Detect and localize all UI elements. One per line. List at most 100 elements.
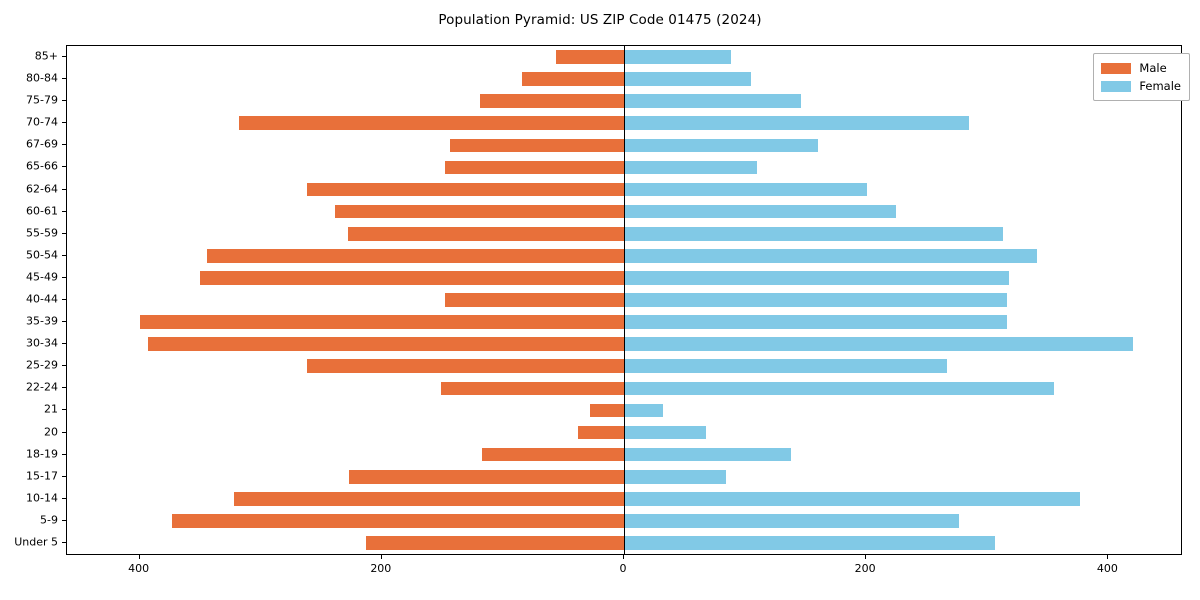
y-tick-mark (62, 343, 66, 345)
y-tick-label: Under 5 (14, 535, 58, 549)
bar-female-25-29[interactable] (624, 359, 948, 374)
bar-female-under-5[interactable] (624, 536, 995, 550)
y-tick-label: 15-17 (26, 469, 58, 483)
y-tick-mark (62, 122, 66, 124)
bar-female-75-79[interactable] (624, 94, 801, 109)
bar-female-70-74[interactable] (624, 116, 970, 131)
x-tick-label: 200 (854, 562, 876, 575)
bar-female-65-66[interactable] (624, 160, 758, 175)
y-tick-mark (62, 431, 66, 433)
bar-female-85+[interactable] (624, 50, 731, 64)
bar-row (67, 359, 1181, 374)
bar-female-62-64[interactable] (624, 182, 868, 197)
bar-row (67, 50, 1181, 64)
y-tick-mark (62, 232, 66, 234)
bar-female-22-24[interactable] (624, 381, 1054, 396)
bar-male-10-14[interactable] (234, 491, 624, 506)
bar-row (67, 160, 1181, 175)
x-tick-label: 400 (1096, 562, 1118, 575)
bar-row (67, 491, 1181, 506)
y-tick-mark (62, 409, 66, 411)
bar-male-60-61[interactable] (334, 204, 624, 219)
bar-male-21[interactable] (590, 403, 624, 418)
bar-female-55-59[interactable] (624, 226, 1003, 241)
bar-male-22-24[interactable] (441, 381, 624, 396)
bar-row (67, 94, 1181, 109)
y-tick-label: 40-44 (26, 292, 58, 306)
x-tick-label: 0 (619, 562, 627, 575)
bar-male-35-39[interactable] (139, 315, 624, 329)
bar-male-25-29[interactable] (306, 359, 624, 374)
y-tick-mark (62, 475, 66, 477)
y-tick-mark (62, 210, 66, 212)
bar-row (67, 536, 1181, 550)
y-tick-label: 21 (44, 402, 58, 416)
y-tick-mark (62, 497, 66, 499)
bar-female-15-17[interactable] (624, 469, 726, 484)
bar-female-21[interactable] (624, 403, 663, 418)
bar-male-67-69[interactable] (449, 138, 624, 153)
bar-male-85+[interactable] (556, 50, 624, 64)
bar-male-5-9[interactable] (172, 514, 624, 528)
bar-male-70-74[interactable] (238, 116, 624, 131)
bar-male-under-5[interactable] (366, 536, 624, 550)
x-tick-label: 200 (370, 562, 392, 575)
bar-row (67, 138, 1181, 153)
y-tick-label: 50-54 (26, 248, 58, 262)
zero-axis-line (624, 46, 625, 554)
bar-male-50-54[interactable] (207, 248, 624, 263)
bar-female-40-44[interactable] (624, 293, 1007, 307)
legend-entry-male[interactable]: Male (1101, 59, 1181, 77)
bar-male-75-79[interactable] (479, 94, 624, 109)
bar-row (67, 425, 1181, 440)
bar-row (67, 226, 1181, 241)
y-tick-label: 5-9 (40, 513, 58, 527)
bar-male-62-64[interactable] (306, 182, 624, 197)
y-tick-mark (62, 365, 66, 367)
y-tick-mark (62, 276, 66, 278)
bars-layer (67, 46, 1181, 554)
bar-female-30-34[interactable] (624, 337, 1133, 351)
y-tick-label: 67-69 (26, 137, 58, 151)
x-tick-label: 400 (128, 562, 150, 575)
bar-row (67, 116, 1181, 131)
x-tick-mark (380, 555, 382, 559)
bar-male-15-17[interactable] (349, 469, 624, 484)
legend-swatch-female (1101, 80, 1132, 92)
x-tick-mark (865, 555, 867, 559)
bar-female-18-19[interactable] (624, 447, 792, 462)
bar-female-60-61[interactable] (624, 204, 897, 219)
bar-male-20[interactable] (577, 425, 624, 440)
bar-female-20[interactable] (624, 425, 707, 440)
bar-male-18-19[interactable] (482, 447, 624, 462)
bar-male-55-59[interactable] (347, 226, 624, 241)
legend-entry-female[interactable]: Female (1101, 77, 1181, 95)
y-tick-mark (62, 56, 66, 58)
bar-male-45-49[interactable] (200, 271, 624, 285)
bar-row (67, 337, 1181, 351)
chart-legend: Male Female (1093, 53, 1190, 101)
bar-male-65-66[interactable] (444, 160, 624, 175)
y-tick-label: 10-14 (26, 491, 58, 505)
y-tick-mark (62, 387, 66, 389)
bar-female-50-54[interactable] (624, 248, 1037, 263)
plot-area (66, 45, 1182, 555)
bar-male-40-44[interactable] (444, 293, 624, 307)
y-tick-label: 60-61 (26, 204, 58, 218)
bar-female-10-14[interactable] (624, 491, 1081, 506)
bar-female-67-69[interactable] (624, 138, 818, 153)
x-tick-mark (1107, 555, 1109, 559)
bar-row (67, 447, 1181, 462)
y-axis-tick-labels: 85+ 80-84 75-79 70-74 67-69 65-66 62-64 60-61 55… (0, 45, 58, 555)
bar-male-80-84[interactable] (522, 72, 624, 86)
bar-female-80-84[interactable] (624, 72, 752, 86)
bar-male-30-34[interactable] (148, 337, 624, 351)
chart-title: Population Pyramid: US ZIP Code 01475 (2… (438, 12, 762, 28)
bar-female-35-39[interactable] (624, 315, 1007, 329)
bar-female-5-9[interactable] (624, 514, 960, 528)
y-tick-label: 80-84 (26, 71, 58, 85)
bar-female-45-49[interactable] (624, 271, 1010, 285)
y-tick-mark (62, 254, 66, 256)
y-tick-label: 30-34 (26, 336, 58, 350)
y-tick-label: 85+ (34, 49, 58, 63)
